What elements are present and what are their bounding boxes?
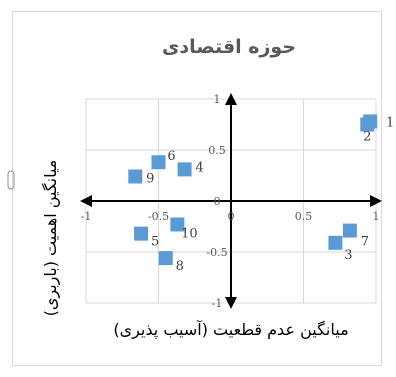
x-tick-label: -1: [81, 210, 92, 223]
point-label-2: 2: [363, 130, 371, 145]
x-tick-label: 0: [228, 210, 235, 223]
x-tick-label: 0.5: [295, 210, 313, 223]
point-label-10: 10: [181, 226, 198, 241]
y-tick-label: -1: [212, 297, 223, 310]
y-tick-label: 0: [214, 195, 221, 208]
point-label-1: 1: [386, 115, 394, 130]
axes: [86, 99, 376, 303]
point-label-4: 4: [195, 160, 203, 175]
point-label-8: 8: [176, 259, 184, 274]
point-label-5: 5: [151, 235, 159, 250]
chart-title: حوزه اقتصادی: [162, 36, 296, 58]
point-label-7: 7: [361, 235, 369, 250]
point-label-6: 6: [167, 149, 175, 164]
x-tick-label: -0.5: [148, 210, 169, 223]
x-tick-label: 1: [373, 210, 380, 223]
data-point-9: [128, 170, 142, 184]
point-label-9: 9: [146, 172, 154, 187]
y-axis-label: میانگین اهمیت (باربری): [41, 160, 61, 317]
data-point-6: [152, 155, 166, 169]
data-point-5: [134, 227, 148, 241]
resize-handle[interactable]: [8, 171, 14, 189]
x-tick-labels: -1 -0.5 0 0.5 1: [81, 210, 380, 223]
y-tick-label: 0.5: [208, 144, 226, 157]
data-point-3: [328, 236, 342, 250]
data-point-8: [159, 251, 173, 265]
point-label-3: 3: [344, 248, 352, 263]
data-point-7: [343, 224, 357, 238]
data-points: [128, 114, 377, 265]
y-tick-label: -0.5: [206, 246, 227, 259]
data-point-4: [178, 162, 192, 176]
y-tick-label: 1: [214, 93, 221, 106]
x-axis-label: میانگین عدم قطعیت (آسیب پذیری): [113, 320, 348, 340]
